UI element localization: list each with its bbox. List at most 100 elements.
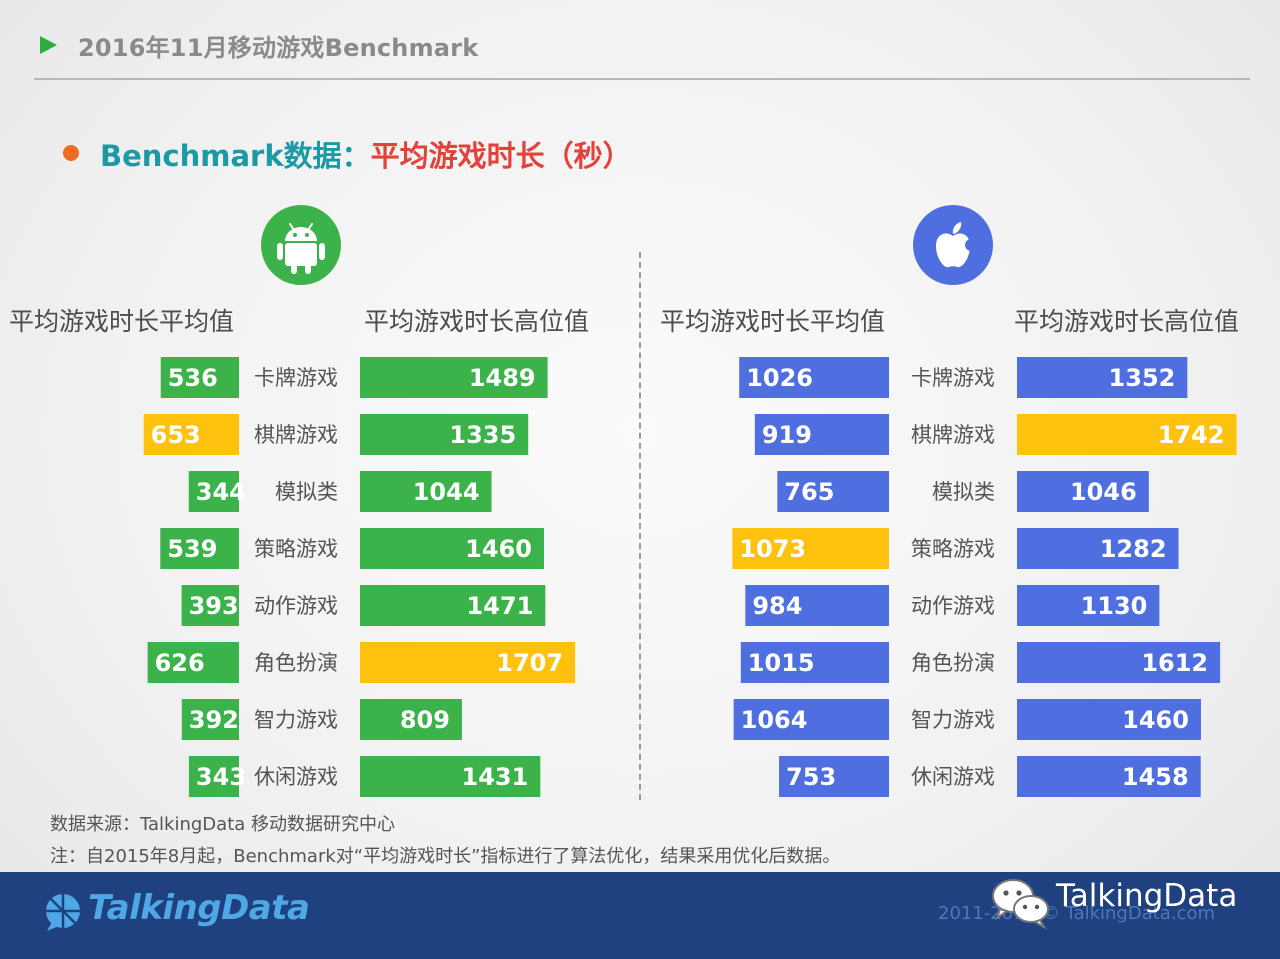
android-avg-bar	[188, 756, 239, 797]
android-category-label: 卡牌游戏	[254, 366, 338, 390]
android-high-value: 809	[400, 706, 450, 734]
ios-category-label: 角色扮演	[911, 651, 995, 675]
android-avg-value: 344	[196, 478, 246, 506]
android-category-label: 休闲游戏	[254, 765, 338, 789]
ios-avg-bar	[739, 357, 889, 398]
ios-category-label: 策略游戏	[911, 537, 995, 561]
ios-avg-bar	[732, 528, 889, 569]
ios-avg-value: 984	[752, 592, 802, 620]
android-high-bar	[360, 357, 548, 398]
android-high-value: 1460	[465, 535, 532, 563]
ios-avg-value: 1064	[741, 706, 808, 734]
ios-high-bar	[1017, 528, 1179, 569]
ios-high-value: 1352	[1109, 364, 1176, 392]
android-high-bar	[360, 528, 544, 569]
android-category-label: 角色扮演	[254, 651, 338, 675]
ios-avg-bar	[777, 471, 889, 512]
ios-avg-value: 1015	[748, 649, 815, 677]
android-category-label: 模拟类	[275, 480, 338, 504]
android-avg-bar	[160, 528, 239, 569]
android-icon	[261, 205, 341, 285]
ios-avg-bar	[754, 414, 889, 455]
subtitle-prefix: Benchmark数据：	[100, 139, 371, 173]
talkingdata-logo-icon	[44, 892, 84, 936]
android-high-value: 1707	[496, 649, 563, 677]
header-divider	[34, 78, 1250, 80]
ios-avg-header: 平均游戏时长平均值	[660, 307, 886, 336]
ios-high-bar	[1017, 414, 1237, 455]
android-avg-value: 626	[155, 649, 205, 677]
android-avg-value: 539	[167, 535, 217, 563]
android-avg-bar	[160, 357, 239, 398]
ios-high-value: 1458	[1122, 763, 1189, 791]
android-high-value: 1044	[413, 478, 480, 506]
ios-high-bar	[1017, 357, 1188, 398]
android-category-label: 动作游戏	[254, 594, 338, 618]
benchmark-bar-chart: 536 卡牌游戏 1489 653 棋牌游戏 1335 344 模拟类 1044 539 策略游戏 1…	[143, 357, 1237, 797]
android-avg-value: 343	[196, 763, 246, 791]
android-avg-value: 536	[168, 364, 218, 392]
android-high-bar	[360, 471, 492, 512]
ios-high-bar	[1017, 471, 1149, 512]
android-high-bar	[360, 585, 546, 626]
slide-subtitle: Benchmark数据：平均游戏时长（秒）	[100, 133, 632, 175]
ios-high-value: 1046	[1070, 478, 1137, 506]
android-high-value: 1335	[449, 421, 516, 449]
ios-avg-bar	[779, 756, 889, 797]
ios-category-label: 动作游戏	[911, 594, 995, 618]
android-avg-value: 393	[189, 592, 239, 620]
footer-bar	[0, 872, 1280, 959]
android-avg-bar	[181, 585, 239, 626]
ios-avg-bar	[745, 585, 889, 626]
ios-avg-value: 1073	[739, 535, 806, 563]
ios-avg-value: 753	[786, 763, 836, 791]
header-triangle-icon	[40, 36, 57, 54]
android-avg-header: 平均游戏时长平均值	[9, 307, 235, 336]
wechat-icon	[990, 876, 1052, 934]
android-high-bar	[360, 699, 462, 740]
android-avg-bar	[147, 642, 239, 683]
ios-high-value: 1612	[1141, 649, 1208, 677]
ios-high-value: 1282	[1100, 535, 1167, 563]
footer-brand: TalkingData	[88, 888, 310, 928]
ios-avg-bar	[733, 699, 889, 740]
wechat-account-label: TalkingData	[1056, 878, 1238, 914]
bullet-dot-icon	[63, 145, 79, 161]
ios-avg-value: 919	[762, 421, 812, 449]
ios-category-label: 模拟类	[932, 480, 995, 504]
ios-category-label: 休闲游戏	[911, 765, 995, 789]
ios-high-value: 1460	[1122, 706, 1189, 734]
android-avg-value: 653	[151, 421, 201, 449]
remark-note: 注：自2015年8月起，Benchmark对“平均游戏时长”指标进行了算法优化，…	[50, 846, 841, 867]
ios-category-label: 智力游戏	[911, 708, 995, 732]
android-category-label: 策略游戏	[254, 537, 338, 561]
ios-high-header: 平均游戏时长高位值	[1014, 307, 1240, 336]
android-avg-bar	[188, 471, 239, 512]
android-high-header: 平均游戏时长高位值	[364, 307, 590, 336]
ios-avg-value: 1026	[746, 364, 813, 392]
android-high-bar	[360, 756, 541, 797]
subtitle-metric: 平均游戏时长（秒）	[370, 139, 632, 173]
ios-high-bar	[1017, 642, 1221, 683]
page-title: 2016年11月移动游戏Benchmark	[78, 34, 479, 62]
ios-high-value: 1130	[1081, 592, 1148, 620]
ios-high-value: 1742	[1158, 421, 1225, 449]
apple-icon	[913, 205, 993, 285]
android-high-bar	[360, 642, 576, 683]
android-avg-value: 392	[189, 706, 239, 734]
ios-category-label: 卡牌游戏	[911, 366, 995, 390]
ios-avg-bar	[740, 642, 889, 683]
android-avg-bar	[181, 699, 239, 740]
ios-high-bar	[1017, 756, 1201, 797]
android-high-value: 1471	[467, 592, 534, 620]
android-high-value: 1489	[469, 364, 536, 392]
source-note: 数据来源：TalkingData 移动数据研究中心	[50, 814, 396, 835]
ios-high-bar	[1017, 585, 1160, 626]
ios-category-label: 棋牌游戏	[911, 423, 995, 447]
android-category-label: 智力游戏	[254, 708, 338, 732]
android-high-value: 1431	[462, 763, 529, 791]
platform-divider	[639, 252, 641, 800]
ios-avg-value: 765	[784, 478, 834, 506]
android-high-bar	[360, 414, 529, 455]
